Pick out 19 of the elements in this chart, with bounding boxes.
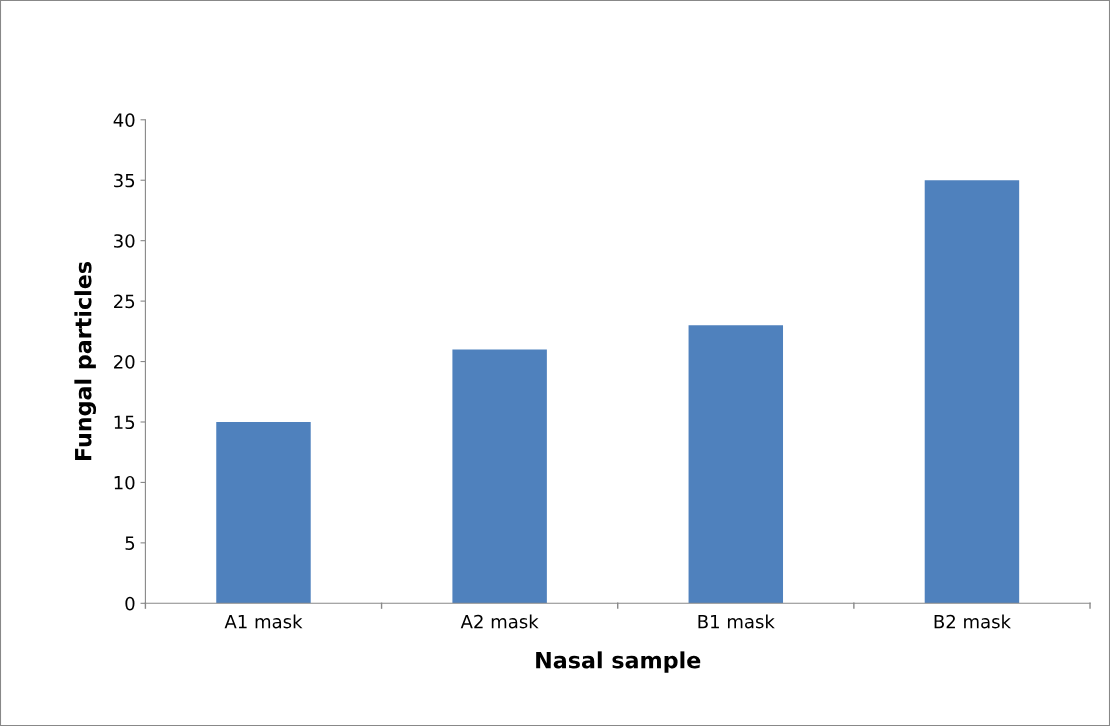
bar bbox=[452, 349, 547, 604]
y-tick-label: 40 bbox=[113, 113, 135, 127]
x-tick-label: A2 mask bbox=[460, 614, 539, 629]
y-tick-label: 25 bbox=[114, 294, 135, 309]
y-tick-label: 0 bbox=[125, 596, 135, 611]
y-tick-label: 15 bbox=[114, 415, 135, 430]
bar bbox=[216, 421, 311, 604]
y-tick-label: 5 bbox=[125, 536, 135, 550]
bar bbox=[924, 180, 1020, 604]
y-axis-title: Fungal particles bbox=[74, 262, 97, 461]
y-tick-label: 10 bbox=[114, 475, 135, 490]
y-tick-label: 35 bbox=[114, 173, 135, 188]
x-tick-label: B2 mask bbox=[934, 614, 1011, 629]
y-tick-label: 20 bbox=[114, 355, 135, 369]
bar bbox=[688, 325, 784, 604]
x-axis-title: Nasal sample bbox=[536, 651, 701, 673]
y-tick-label: 30 bbox=[114, 234, 135, 248]
x-tick-label: B1 mask bbox=[698, 614, 775, 629]
x-tick-label: A1 mask bbox=[224, 614, 303, 629]
